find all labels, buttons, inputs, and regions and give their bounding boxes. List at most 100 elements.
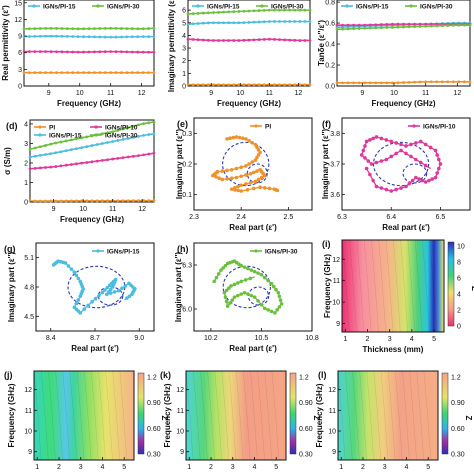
data-point [126,137,130,140]
y-tick-label: 9 [18,34,22,41]
legend: IGNs/PI-15 IGNs/PI-30 [192,3,304,10]
data-point [255,169,259,173]
data-point [273,311,277,315]
data-point [212,11,215,14]
data-point [368,23,372,27]
data-point [267,186,272,191]
x-tick-label: 11 [107,90,114,97]
panel-label: (g) [4,244,16,254]
data-point [298,8,302,12]
contour-line [200,370,208,461]
data-point [54,199,58,203]
data-point [55,71,58,75]
contour-line [33,370,42,461]
axes-frame [33,370,135,461]
legend-marker [412,124,416,128]
axes-frame [23,0,155,87]
data-point [147,50,150,54]
data-point [137,134,140,138]
data-point [423,163,428,168]
data-point [404,151,408,156]
y-tick-label: 2 [182,58,186,65]
data-point [283,83,286,87]
data-point [391,81,394,85]
data-point [361,148,366,153]
data-point [80,199,84,203]
data-point [389,154,394,159]
x-tick-label: 1 [187,464,191,471]
data-point [402,81,405,84]
contour-line [235,370,244,461]
contour-line [371,239,379,333]
data-point [95,199,99,203]
data-point [136,71,140,75]
y-axis-label: Frequency (GHz) [315,383,324,447]
y-tick-label: 12 [14,17,22,24]
data-point [232,39,236,42]
data-point [55,34,58,38]
data-point [242,290,247,295]
colorbar-tick-label: 0.90 [147,400,161,407]
data-point [438,162,443,166]
axes-frame [336,0,471,87]
x-tick-label: 2 [366,336,370,343]
data-point [396,81,400,85]
legend-label: IGNs/PI-30 [107,3,140,10]
data-point [22,50,26,53]
x-tick-label: 2.3 [189,214,199,221]
data-point [80,146,84,150]
data-point [248,276,252,281]
contour-line [271,370,280,461]
x-tick-label: 4 [410,336,414,343]
data-point [252,269,257,274]
data-point [267,37,271,41]
data-point [227,39,231,42]
data-point [346,27,350,31]
contour-line [378,239,386,333]
y-axis-label: Frequency (GHz) [323,254,332,318]
data-point [206,21,210,25]
data-point [106,199,109,203]
data-point [369,162,374,166]
data-point [123,283,128,288]
legend-marker [94,133,98,137]
data-point [95,159,99,163]
data-point [111,157,115,161]
data-point [141,27,145,31]
data-point [80,161,84,165]
data-point [110,285,115,289]
data-point [217,21,220,25]
data-point [437,166,441,171]
data-point [252,38,256,42]
legend-marker [96,249,100,253]
data-point [283,38,286,42]
data-point [409,154,413,159]
contour-line [380,370,389,461]
contour-line [342,239,350,333]
y-tick-label: 9 [28,449,32,456]
data-point [86,303,90,308]
y-tick-label: 4.8 [24,285,34,292]
data-point [116,128,120,132]
legend: PI IGNs/PI-10 IGNs/PI-15 IGNs/PI-30 [34,124,138,139]
data-point [379,186,384,190]
data-point [237,10,241,13]
data-point [352,81,356,85]
data-point [112,290,117,294]
data-point [87,35,91,39]
data-point [402,25,405,29]
data-point [249,293,254,298]
y-axis-label: Tanδe (ε''/ε') [317,20,326,66]
contour-line [387,370,396,461]
data-point [271,284,276,289]
data-point [346,81,350,85]
data-point [256,271,260,275]
data-point [141,71,145,75]
contour-line [373,370,382,461]
y-tick-label: 6.3 [182,263,192,270]
data-point [374,160,379,165]
data-point [256,153,261,157]
data-point [237,39,241,42]
data-point [44,144,47,147]
axes-frame [341,117,471,211]
